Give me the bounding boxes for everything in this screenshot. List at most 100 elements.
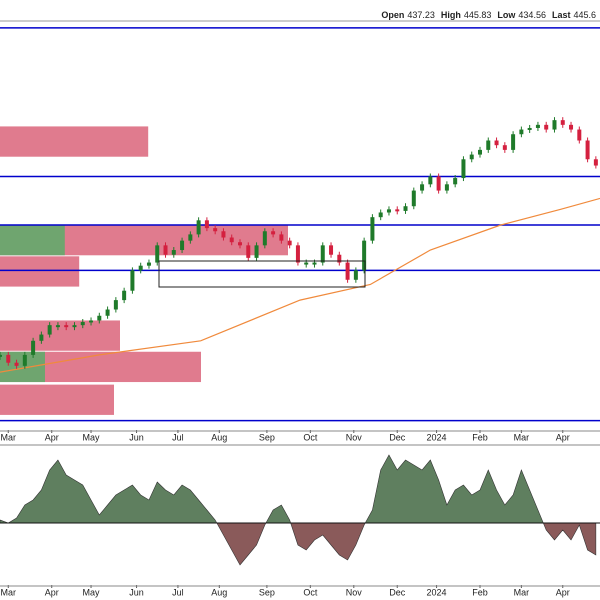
candle xyxy=(122,290,127,301)
x-tick-label: Mar xyxy=(1,587,17,597)
candle xyxy=(55,325,60,328)
x-tick-label: May xyxy=(83,587,101,597)
x-tick-label: Apr xyxy=(45,587,59,597)
candle xyxy=(494,140,499,146)
x-tick-label: Jun xyxy=(129,432,144,442)
candle xyxy=(31,340,36,355)
volume-bar xyxy=(0,256,80,287)
x-tick-label: Sep xyxy=(259,432,275,442)
header: Open 437.23 High 445.83 Low 434.56 Last 445.6 xyxy=(381,10,596,20)
candle xyxy=(362,240,367,271)
candle xyxy=(138,265,143,271)
candle xyxy=(453,178,458,185)
candle xyxy=(329,245,334,255)
candle xyxy=(585,140,590,160)
candle xyxy=(403,206,408,211)
candle xyxy=(213,228,218,232)
candle xyxy=(22,354,27,366)
candle xyxy=(39,334,44,341)
x-tick-label: Jul xyxy=(172,432,184,442)
candle xyxy=(444,184,449,191)
candle xyxy=(89,320,94,323)
candle xyxy=(287,240,292,246)
ohlc-value: 445.6 xyxy=(573,10,596,20)
candle xyxy=(420,184,425,191)
candle xyxy=(204,220,209,229)
candle xyxy=(312,262,317,265)
candle xyxy=(80,322,85,326)
candle xyxy=(320,245,325,263)
volume-bar xyxy=(0,320,120,351)
candle xyxy=(552,120,557,130)
x-tick-label: Nov xyxy=(346,432,363,442)
x-tick-label: Nov xyxy=(346,587,363,597)
x-tick-label: Jun xyxy=(129,587,144,597)
ohlc-label: Low xyxy=(497,10,516,20)
candle xyxy=(519,129,524,135)
candle xyxy=(0,354,2,357)
candle xyxy=(146,262,151,266)
candle xyxy=(105,309,110,316)
x-tick-label: Feb xyxy=(472,587,488,597)
volume-bar xyxy=(0,126,149,157)
candle xyxy=(428,176,433,185)
candle xyxy=(411,190,416,207)
annotation-box xyxy=(158,260,366,288)
x-tick-label: May xyxy=(83,432,101,442)
candle xyxy=(295,245,300,263)
x-tick-label: Dec xyxy=(389,432,406,442)
candle xyxy=(304,262,309,265)
candle xyxy=(511,134,516,150)
ohlc-label: Open xyxy=(381,10,404,20)
candle xyxy=(229,237,234,243)
ohlc-value: 445.83 xyxy=(464,10,492,20)
candle xyxy=(478,149,482,155)
candle xyxy=(569,124,574,130)
candle xyxy=(72,325,77,328)
candle xyxy=(163,245,168,255)
candle xyxy=(262,231,267,246)
x-tick-label: Apr xyxy=(45,432,59,442)
candle xyxy=(14,362,19,366)
candle xyxy=(238,242,242,246)
candle xyxy=(378,212,383,218)
x-tick-label: Mar xyxy=(514,587,530,597)
candle xyxy=(535,124,540,128)
candle xyxy=(353,270,358,280)
x-tick-label: Apr xyxy=(556,587,570,597)
oscillator-area xyxy=(0,454,597,566)
candle xyxy=(6,354,11,363)
candle xyxy=(395,209,400,212)
ohlc-label: High xyxy=(441,10,461,20)
candle xyxy=(279,234,284,241)
candle xyxy=(337,254,342,263)
candle xyxy=(502,145,507,150)
candle xyxy=(130,270,135,291)
x-tick-label: Apr xyxy=(556,432,570,442)
candle xyxy=(97,315,102,321)
candle xyxy=(560,120,565,125)
candle xyxy=(64,325,69,328)
candle xyxy=(486,140,491,150)
x-tick-label: Jul xyxy=(172,587,184,597)
candle xyxy=(593,159,598,166)
x-tick-label: Mar xyxy=(1,432,17,442)
indicator-pane: Mar Apr May Jun Jul Aug Sep Oct Nov Dec 2024 Feb Mar… xyxy=(0,454,600,597)
moving-average xyxy=(0,197,600,373)
candle xyxy=(271,231,276,235)
candle xyxy=(345,262,350,280)
ohlc-readout: Open 437.23 High 445.83 Low 434.56 Last 445.6 xyxy=(381,10,596,20)
price-pane: Mar Apr May Jun Jul Aug Sep Oct Nov Dec 2024 Feb Mar… xyxy=(0,27,600,442)
x-tick-label: Mar xyxy=(514,432,530,442)
x-tick-label: Feb xyxy=(472,432,488,442)
x-tick-label: Dec xyxy=(389,587,406,597)
x-tick-label: Sep xyxy=(259,587,275,597)
volume-bar xyxy=(0,384,114,415)
candle xyxy=(47,325,52,335)
x-tick-label: 2024 xyxy=(427,587,447,597)
x-tick-label: Aug xyxy=(211,432,227,442)
candle xyxy=(386,209,391,213)
candle xyxy=(370,217,375,241)
candle xyxy=(254,245,259,258)
